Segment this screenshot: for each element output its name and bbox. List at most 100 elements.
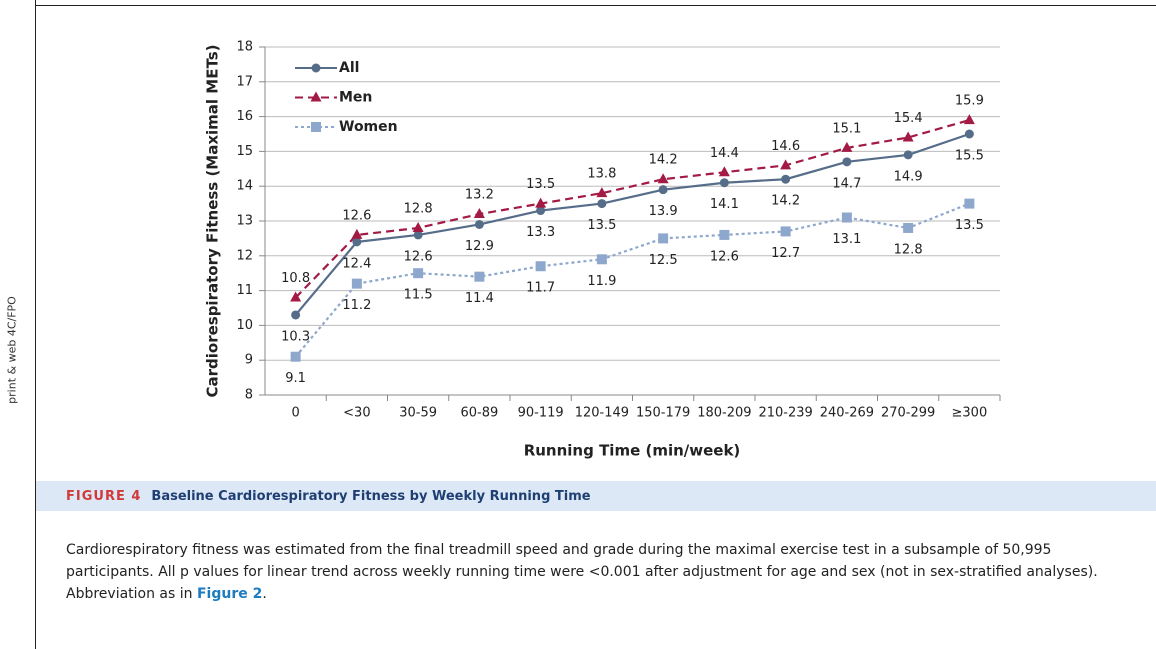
value-label: 12.8 bbox=[894, 242, 923, 257]
data-point bbox=[290, 291, 302, 302]
value-label: 12.8 bbox=[404, 201, 433, 216]
y-tick-label: 13 bbox=[236, 214, 253, 229]
legend-label: All bbox=[339, 60, 359, 76]
value-label: 11.2 bbox=[342, 298, 371, 313]
y-tick-label: 12 bbox=[236, 248, 253, 263]
y-tick-label: 14 bbox=[236, 179, 253, 194]
x-axis-label: Running Time (min/week) bbox=[524, 442, 741, 460]
data-point bbox=[964, 129, 974, 139]
data-point bbox=[291, 310, 301, 320]
frame bbox=[35, 0, 36, 649]
data-point bbox=[658, 185, 668, 195]
value-label: 14.2 bbox=[771, 194, 800, 209]
figure-link[interactable]: Figure 2 bbox=[196, 586, 263, 602]
series-line bbox=[294, 202, 970, 358]
value-label: 12.6 bbox=[710, 249, 739, 264]
value-label: 12.7 bbox=[771, 246, 800, 261]
value-label: 11.7 bbox=[526, 281, 555, 296]
y-tick-label: 15 bbox=[236, 144, 253, 159]
data-point bbox=[718, 166, 730, 177]
x-tick-label: 270-299 bbox=[881, 406, 935, 421]
data-point bbox=[474, 271, 485, 282]
x-tick-label: ≥300 bbox=[952, 406, 988, 421]
value-label: 9.1 bbox=[285, 371, 306, 386]
value-label: 12.6 bbox=[342, 208, 371, 223]
x-tick-label: 210-239 bbox=[758, 406, 812, 421]
value-label: 10.3 bbox=[281, 329, 310, 344]
value-label: 14.1 bbox=[710, 197, 739, 212]
frame bbox=[35, 5, 1156, 6]
value-label: 12.4 bbox=[342, 256, 371, 271]
y-tick-label: 17 bbox=[236, 74, 253, 89]
data-point bbox=[903, 222, 914, 233]
x-tick-label: 240-269 bbox=[820, 406, 874, 421]
y-tick-label: 18 bbox=[236, 40, 253, 55]
data-point bbox=[352, 237, 362, 247]
data-point bbox=[841, 141, 853, 152]
value-label: 13.2 bbox=[465, 188, 494, 203]
value-label: 12.5 bbox=[649, 253, 678, 268]
y-tick-label: 10 bbox=[236, 318, 253, 333]
data-point bbox=[842, 157, 852, 167]
value-label: 14.2 bbox=[649, 153, 678, 168]
x-tick-label: 120-149 bbox=[575, 406, 629, 421]
value-label: 13.9 bbox=[649, 204, 678, 219]
chart: Cardiorespiratory Fitness (Maximal METs)… bbox=[204, 40, 1001, 460]
data-point bbox=[535, 197, 547, 208]
data-point bbox=[658, 233, 669, 244]
data-point bbox=[473, 208, 485, 219]
caption: Cardiorespiratory fitness was estimated … bbox=[66, 539, 1136, 605]
caption-text: Cardiorespiratory fitness was estimated … bbox=[66, 542, 1098, 602]
series-line bbox=[294, 132, 970, 316]
data-point bbox=[351, 228, 363, 239]
x-tick-label: 180-209 bbox=[697, 406, 751, 421]
value-label: 13.8 bbox=[587, 167, 616, 182]
data-point bbox=[596, 254, 607, 265]
data-point bbox=[413, 268, 424, 279]
value-label: 13.1 bbox=[832, 232, 861, 247]
data-point bbox=[290, 351, 301, 362]
value-label: 14.4 bbox=[710, 146, 739, 161]
legend-marker bbox=[311, 63, 321, 73]
value-label: 12.6 bbox=[404, 249, 433, 264]
x-tick-label: 90-119 bbox=[518, 406, 564, 421]
data-point bbox=[902, 131, 914, 142]
value-label: 11.4 bbox=[465, 291, 494, 306]
series-line bbox=[294, 119, 970, 299]
value-label: 12.9 bbox=[465, 239, 494, 254]
value-label: 13.5 bbox=[955, 218, 984, 233]
data-point bbox=[781, 174, 791, 184]
data-point bbox=[903, 150, 913, 160]
data-point bbox=[474, 219, 484, 229]
data-point bbox=[719, 178, 729, 188]
data-point bbox=[351, 278, 362, 289]
value-label: 15.1 bbox=[832, 121, 861, 136]
data-point bbox=[413, 230, 423, 240]
value-label: 14.6 bbox=[771, 139, 800, 154]
x-tick-label: 30-59 bbox=[399, 406, 437, 421]
y-tick-label: 8 bbox=[245, 388, 253, 403]
legend-marker bbox=[310, 91, 322, 102]
value-label: 14.7 bbox=[832, 176, 861, 191]
x-tick-label: 0 bbox=[291, 406, 299, 421]
x-tick-label: 60-89 bbox=[460, 406, 498, 421]
data-point bbox=[841, 212, 852, 223]
value-label: 11.5 bbox=[404, 288, 433, 303]
figure-title: Baseline Cardiorespiratory Fitness by We… bbox=[151, 488, 591, 504]
x-tick-label: <30 bbox=[343, 406, 370, 421]
data-point bbox=[657, 173, 669, 184]
data-point bbox=[597, 199, 607, 209]
legend-marker bbox=[311, 122, 321, 132]
caption-text: . bbox=[262, 586, 267, 602]
data-point bbox=[719, 229, 730, 240]
y-tick-label: 16 bbox=[236, 109, 253, 124]
y-tick-label: 11 bbox=[236, 283, 253, 298]
data-point bbox=[780, 226, 791, 237]
value-label: 14.9 bbox=[894, 169, 923, 184]
value-label: 15.9 bbox=[955, 94, 984, 109]
value-label: 13.5 bbox=[587, 218, 616, 233]
value-label: 15.4 bbox=[894, 111, 923, 126]
value-label: 15.5 bbox=[955, 149, 984, 164]
figure-band: FIGURE 4 Baseline Cardiorespiratory Fitn… bbox=[36, 481, 1156, 511]
legend-label: Women bbox=[339, 119, 398, 135]
